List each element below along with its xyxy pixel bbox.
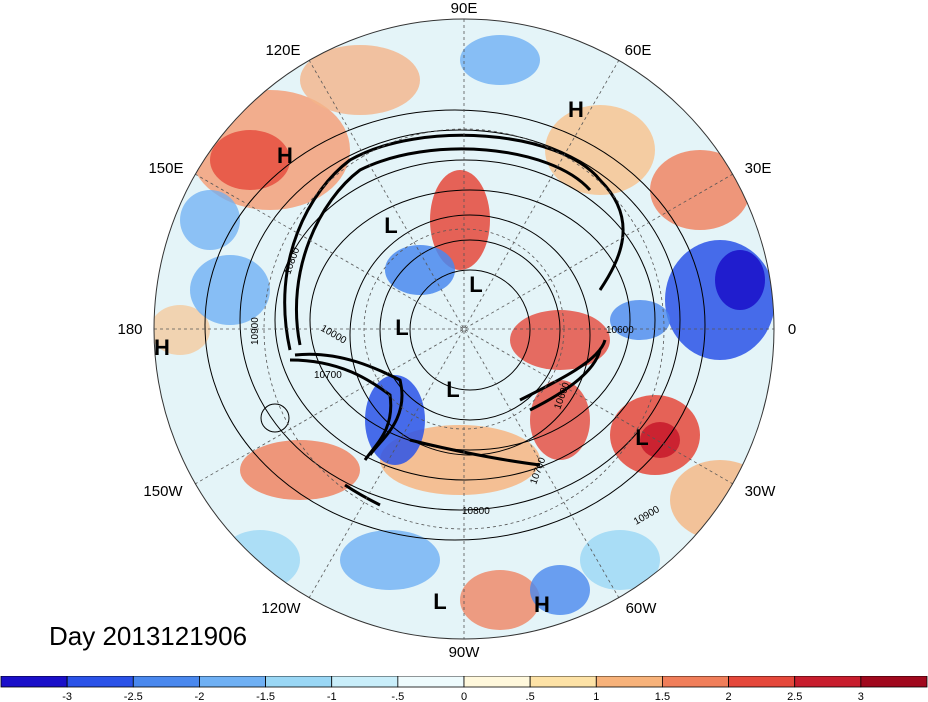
lon-label-60e: 60E: [625, 42, 652, 59]
lon-label-0: 0: [788, 321, 796, 338]
pressure-center-label: L: [635, 425, 648, 450]
colorbar-tick-label: -1.5: [256, 691, 275, 702]
colorbar-tick-label: 3: [858, 691, 864, 702]
colorbar-box: [265, 676, 333, 688]
pressure-center-label: H: [534, 592, 550, 617]
colorbar-box: [662, 676, 729, 688]
pressure-center-label: L: [384, 213, 397, 238]
colorbar-tick-label: -.5: [391, 691, 404, 702]
colorbar-tick-label: -2: [195, 691, 205, 702]
jet-stream: [283, 133, 625, 507]
colorbar: -3 -2.5 -2 -1.5 -1 -.5 0 .5 1 1.5 2 2.5 3: [0, 676, 928, 702]
colorbar-ticks: -3 -2.5 -2 -1.5 -1 -.5 0 .5 1 1.5 2 2.5 3: [62, 691, 864, 702]
colorbar-tick-label: .5: [526, 691, 535, 702]
pressure-center-label: L: [433, 589, 446, 614]
colorbar-box: [132, 676, 200, 688]
colorbar-tick-label: 2: [726, 691, 732, 702]
map-border: [153, 18, 775, 640]
colorbar-box: [331, 676, 399, 688]
lon-label-90w: 90W: [449, 644, 481, 661]
lon-label-120e: 120E: [265, 42, 300, 59]
contour-label: 10800: [462, 506, 490, 517]
colorbar-tick-label: 0: [461, 691, 467, 702]
polar-map: 90E 60E 30E 0 30W 60W 90W 120W 150W 180 …: [117, 0, 796, 661]
colorbar-box: [66, 676, 134, 688]
pressure-center-label: H: [568, 97, 584, 122]
contour-label: 10700: [314, 370, 342, 381]
colorbar-box: [397, 676, 465, 688]
colorbar-box: [860, 676, 928, 688]
pressure-center-label: L: [446, 377, 459, 402]
colorbar-box: [463, 676, 531, 688]
contour-label: 10600: [606, 325, 634, 336]
lon-label-180: 180: [117, 321, 142, 338]
colorbar-tick-label: -3: [62, 691, 72, 702]
lon-label-150e: 150E: [148, 160, 183, 177]
figure-title: Day 2013121906: [49, 621, 248, 651]
lon-label-150w: 150W: [143, 483, 183, 500]
anomaly-shading: [154, 35, 774, 630]
colorbar-tick-label: 2.5: [787, 691, 802, 702]
colorbar-box: [595, 676, 663, 688]
colorbar-tick-label: -2.5: [124, 691, 143, 702]
pressure-center-label: H: [277, 143, 293, 168]
lon-label-120w: 120W: [261, 600, 301, 617]
graticule: [154, 19, 774, 639]
colorbar-box: [0, 676, 68, 688]
colorbar-tick-label: -1: [327, 691, 337, 702]
contour-label: 10900: [250, 317, 261, 345]
pressure-center-label: L: [395, 315, 408, 340]
lon-label-30w: 30W: [745, 483, 777, 500]
colorbar-box: [728, 676, 796, 688]
colorbar-boxes: [0, 676, 928, 688]
pressure-center-label: H: [154, 335, 170, 360]
lon-label-90e: 90E: [451, 0, 478, 17]
pressure-center-label: L: [469, 272, 482, 297]
colorbar-box: [794, 676, 862, 688]
lon-label-60w: 60W: [626, 600, 658, 617]
lon-label-30e: 30E: [745, 160, 772, 177]
colorbar-box: [529, 676, 597, 688]
colorbar-box: [199, 676, 266, 688]
colorbar-tick-label: 1.5: [655, 691, 670, 702]
colorbar-tick-label: 1: [593, 691, 599, 702]
